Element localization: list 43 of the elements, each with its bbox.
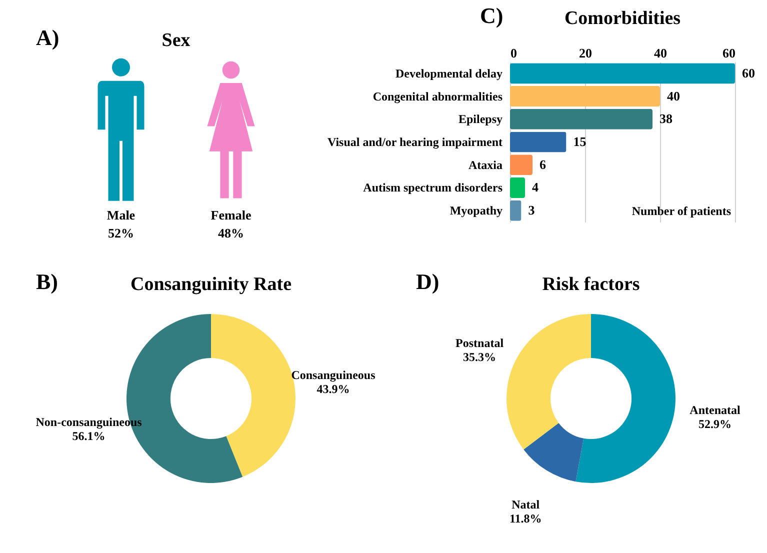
text: C) — [480, 3, 504, 28]
y-tick-label: Visual and/or hearing impairment — [327, 135, 502, 149]
y-tick-label: Congenital abnormalities — [372, 89, 503, 104]
chart-title: Consanguinity Rate — [130, 274, 292, 295]
category-label: Female — [210, 207, 252, 222]
text: A) — [36, 25, 60, 50]
y-tick-label: Autism spectrum disorders — [363, 180, 503, 195]
data-label: 40 — [667, 88, 680, 104]
text: D) — [416, 269, 440, 294]
x-tick-label: 0 — [510, 46, 517, 60]
chart-title: Risk factors — [542, 274, 640, 295]
slice-label: Consanguineous — [291, 368, 376, 382]
x-tick-label: 60 — [722, 46, 736, 60]
category-label: Male — [106, 207, 136, 222]
data-label: 11.8% — [509, 511, 542, 526]
data-label: 15 — [573, 134, 587, 149]
data-label: 52% — [108, 225, 134, 240]
data-label: 43.9% — [316, 382, 350, 396]
text: B) — [36, 269, 58, 294]
y-tick-label: Epilepsy — [458, 112, 502, 126]
x-tick-label: 40 — [654, 46, 667, 60]
x-tick-label: 20 — [579, 46, 592, 60]
text: Sex — [162, 30, 191, 51]
slice-label: Natal — [512, 497, 540, 512]
data-label: 3 — [528, 202, 536, 218]
y-tick-label: Developmental delay — [396, 66, 502, 80]
data-label: 52.9% — [698, 416, 732, 431]
data-label: 6 — [540, 156, 546, 172]
donut-slice — [506, 314, 591, 450]
donut-slice — [524, 422, 584, 482]
data-label: 60 — [742, 65, 755, 80]
y-tick-label: Ataxia — [468, 158, 502, 172]
donut-slice — [576, 314, 676, 483]
data-label: 56.1% — [72, 429, 106, 444]
data-label: 38 — [660, 111, 673, 126]
data-label: 4 — [532, 180, 539, 195]
x-axis-title: Number of patients — [632, 204, 732, 218]
data-label: 35.3% — [463, 350, 496, 364]
data-label: 48% — [218, 225, 244, 240]
slice-label: Antenatal — [690, 402, 741, 417]
y-tick-label: Myopathy — [450, 204, 502, 218]
chart-title: Comorbidities — [564, 8, 681, 29]
slice-label: Postnatal — [456, 336, 504, 350]
